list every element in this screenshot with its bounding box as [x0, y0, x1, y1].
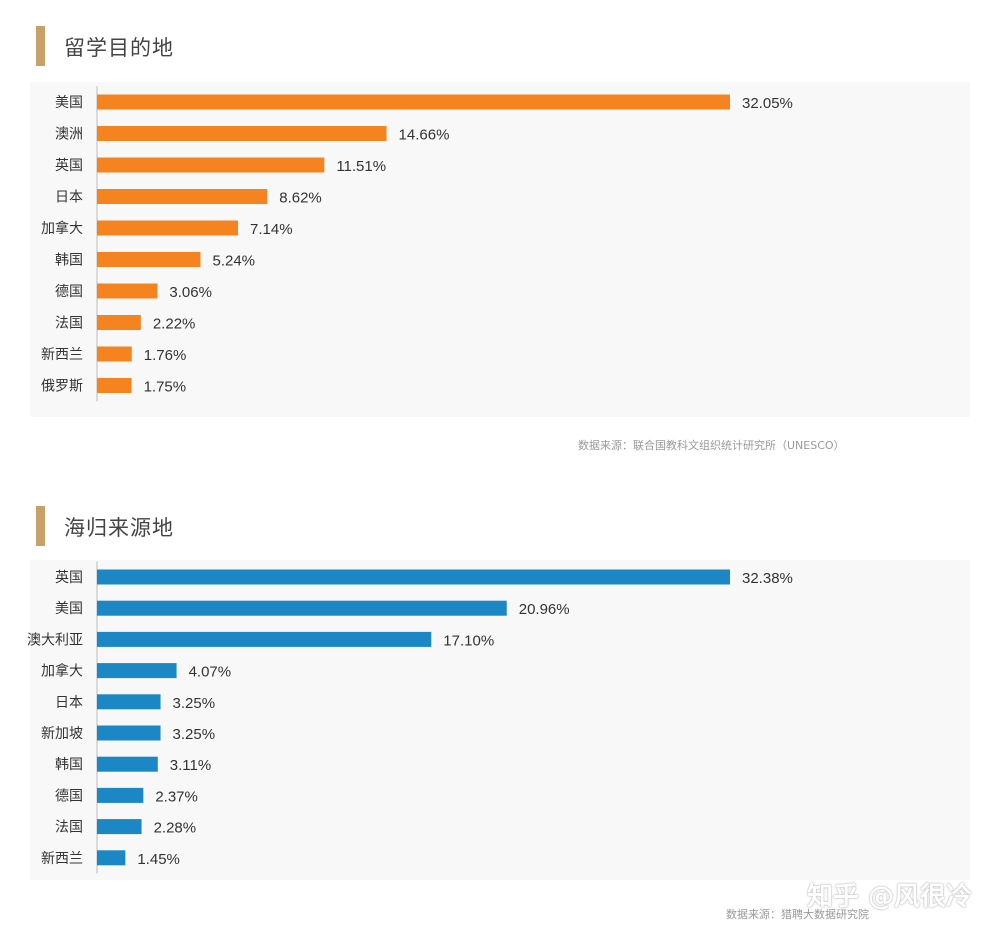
value-label: 14.66% [399, 127, 450, 144]
category-label: 韩国 [55, 757, 83, 773]
bar [97, 850, 126, 866]
bar [97, 94, 730, 110]
value-label: 3.25% [173, 695, 216, 712]
bar [97, 378, 132, 393]
category-label: 英国 [55, 157, 83, 174]
source-note: 数据来源：联合国教科文组织统计研究所（UNESCO） [578, 439, 845, 452]
category-label: 日本 [55, 695, 83, 711]
value-label: 1.76% [144, 347, 187, 364]
value-label: 5.24% [212, 253, 255, 270]
category-label: 英国 [55, 569, 83, 586]
bar [97, 819, 142, 835]
value-label: 11.51% [336, 158, 386, 175]
bar-chart-destination: 美国 32.05% 澳洲 14.66% 英国 11.51% 日本 8.62% 加拿大 7.14% 韩… [41, 86, 793, 402]
value-label: 8.62% [279, 190, 322, 207]
bar [97, 569, 730, 585]
chart-panel-destination: 留学目的地 美国 32.05% 澳洲 14.66% 英国 11.51% 日本 8.62% 加拿大… [36, 26, 845, 452]
bar [97, 787, 144, 803]
category-label: 加拿大 [41, 220, 83, 237]
value-label: 32.38% [742, 570, 793, 587]
bar [97, 663, 177, 679]
chart-panel-returnee-origin: 海归来源地 英国 32.38% 美国 20.96% 澳大利亚 17.10% 加拿大 4.07%… [0, 470, 1000, 937]
bar [97, 631, 432, 647]
bar-chart-returnee-origin: 英国 32.38% 美国 20.96% 澳大利亚 17.10% 加拿大 4.07% 日本 3.25… [27, 561, 793, 874]
value-label: 7.14% [250, 221, 293, 238]
category-label: 法国 [55, 316, 83, 332]
category-label: 美国 [55, 95, 83, 111]
bar [97, 283, 158, 299]
bar [97, 346, 132, 362]
bar [97, 252, 201, 267]
chart-title: 海归来源地 [64, 516, 174, 540]
value-label: 2.22% [153, 316, 196, 333]
bar [97, 157, 325, 173]
bar [97, 600, 507, 616]
category-label: 日本 [55, 190, 83, 206]
category-label: 美国 [55, 601, 83, 617]
category-label: 德国 [55, 788, 83, 804]
source-note: 数据来源：猎聘大数据研究院 [726, 908, 869, 921]
bar [97, 126, 387, 141]
watermark: 知乎 @风很冷 [806, 882, 972, 912]
value-label: 3.11% [170, 757, 211, 774]
bar [97, 315, 141, 330]
value-label: 2.37% [155, 788, 198, 805]
bar [97, 220, 239, 236]
bar [97, 189, 268, 204]
value-label: 17.10% [443, 632, 494, 649]
value-label: 1.45% [137, 851, 180, 868]
bar [97, 725, 161, 741]
value-label: 3.25% [173, 726, 216, 743]
category-label: 德国 [55, 284, 83, 300]
category-label: 新西兰 [41, 347, 83, 363]
bar [97, 694, 161, 710]
category-label: 澳大利亚 [27, 632, 83, 648]
value-label: 4.07% [189, 664, 232, 681]
category-label: 俄罗斯 [41, 379, 83, 395]
chart-title: 留学目的地 [64, 36, 174, 60]
value-label: 1.75% [144, 379, 187, 396]
bar [97, 756, 158, 772]
category-label: 法国 [55, 820, 83, 836]
category-label: 韩国 [55, 253, 83, 269]
value-label: 20.96% [519, 601, 570, 618]
title-accent-bar [36, 506, 45, 546]
category-label: 新西兰 [41, 851, 83, 867]
category-label: 新加坡 [41, 726, 83, 742]
value-label: 2.28% [154, 820, 197, 837]
value-label: 32.05% [742, 95, 793, 112]
value-label: 3.06% [169, 284, 212, 301]
title-accent-bar [36, 26, 45, 66]
category-label: 加拿大 [41, 663, 83, 680]
category-label: 澳洲 [55, 127, 83, 143]
